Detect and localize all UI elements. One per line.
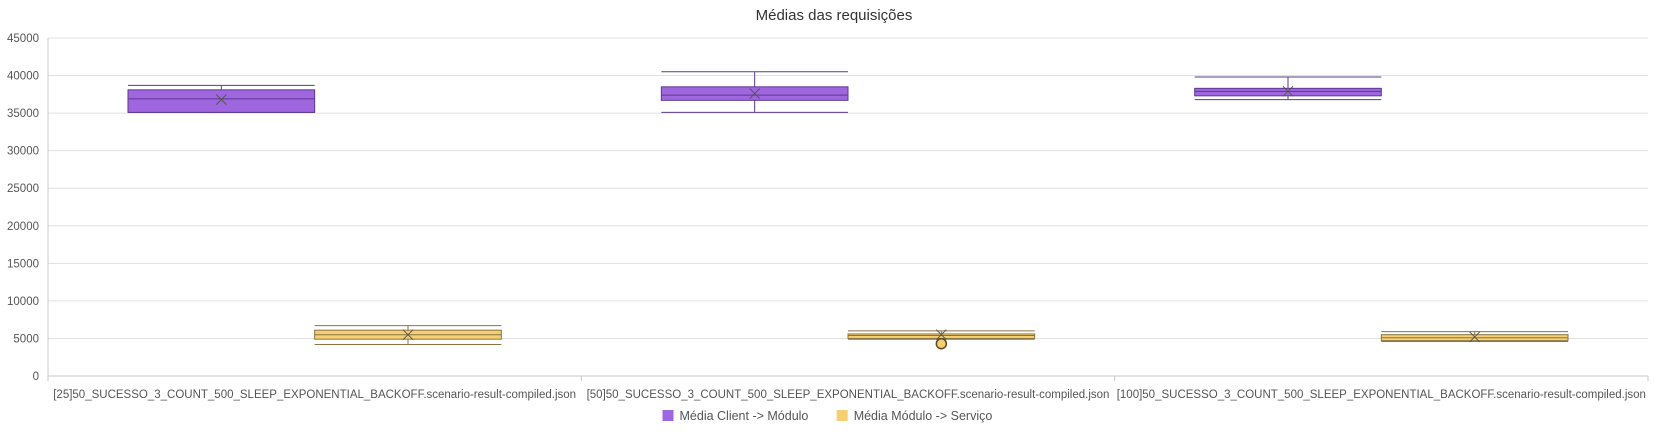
outlier-point[interactable] bbox=[935, 337, 948, 350]
mean-marker bbox=[402, 329, 414, 341]
box-series bbox=[127, 71, 1569, 350]
legend[interactable]: Média Client -> Módulo Média Módulo -> Se… bbox=[662, 409, 993, 423]
y-tick-label: 10000 bbox=[7, 296, 39, 308]
legend-swatch bbox=[662, 410, 674, 421]
mean-marker bbox=[749, 88, 761, 99]
category-label: [100]50_SUCESSO_3_COUNT_500_SLEEP_EXPONE… bbox=[1117, 389, 1646, 401]
y-tick-label: 35000 bbox=[7, 108, 39, 120]
y-tick-label: 40000 bbox=[7, 71, 39, 83]
y-tick-label: 20000 bbox=[7, 221, 39, 233]
x-axis: [25]50_SUCESSO_3_COUNT_500_SLEEP_EXPONEN… bbox=[47, 376, 1649, 401]
y-tick-label: 0 bbox=[33, 371, 39, 383]
y-tick-label: 5000 bbox=[13, 333, 39, 345]
box-iqr[interactable] bbox=[1194, 87, 1382, 97]
mean-marker bbox=[1469, 331, 1481, 343]
legend-label[interactable]: Média Client -> Módulo bbox=[680, 409, 809, 423]
category-label: [25]50_SUCESSO_3_COUNT_500_SLEEP_EXPONEN… bbox=[53, 389, 576, 401]
mean-marker bbox=[1282, 85, 1294, 97]
legend-swatch bbox=[836, 410, 848, 421]
y-tick-label: 45000 bbox=[7, 33, 39, 45]
mean-marker bbox=[935, 329, 947, 341]
legend-label[interactable]: Média Módulo -> Serviço bbox=[854, 409, 993, 423]
y-tick-label: 30000 bbox=[7, 146, 39, 158]
y-tick-label: 25000 bbox=[7, 183, 39, 195]
mean-marker bbox=[215, 94, 227, 105]
chart-title: Médias das requisições bbox=[756, 7, 913, 24]
y-tick-label: 15000 bbox=[7, 258, 39, 270]
category-label: [50]50_SUCESSO_3_COUNT_500_SLEEP_EXPONEN… bbox=[587, 389, 1110, 401]
y-axis: 45000 40000 35000 30000 25000 20000 15000 10000… bbox=[7, 33, 49, 383]
box-iqr[interactable] bbox=[127, 89, 316, 113]
